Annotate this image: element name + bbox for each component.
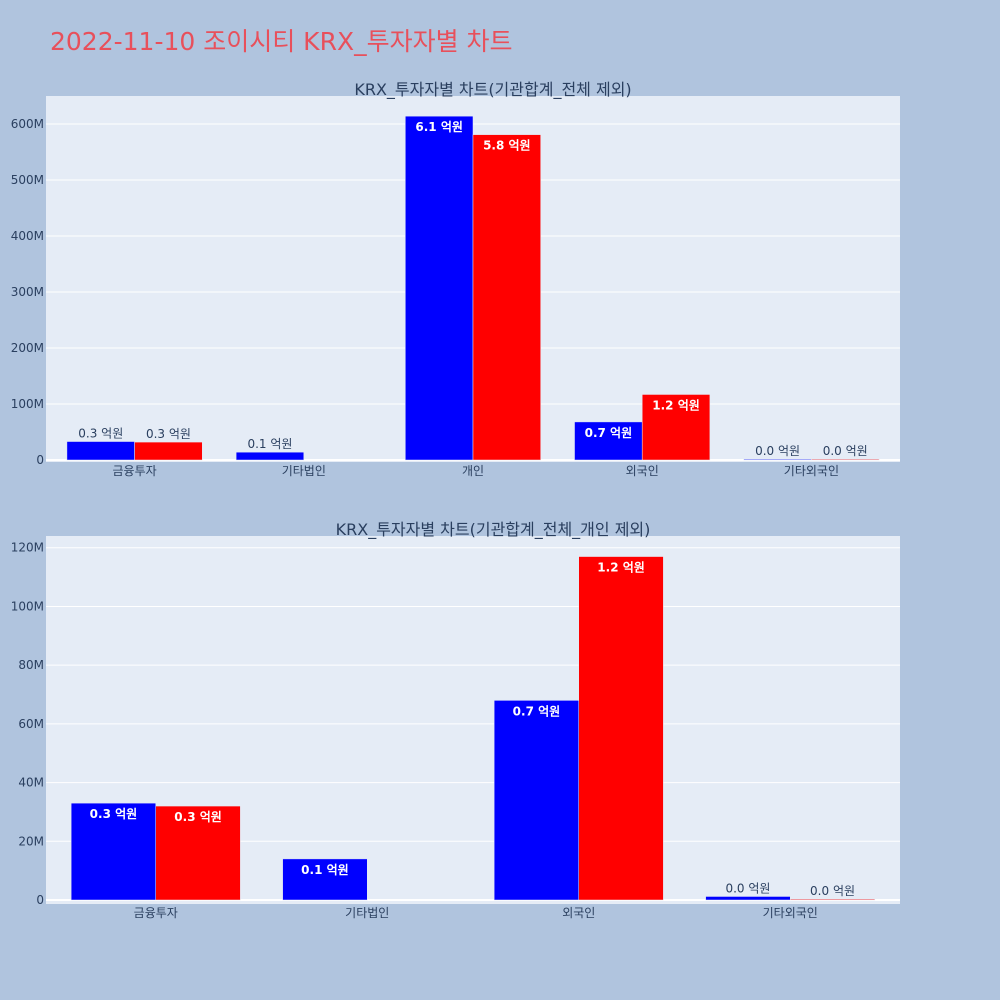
y-tick-label: 0 — [36, 893, 44, 907]
bar — [134, 441, 203, 461]
bar — [472, 134, 541, 461]
x-tick-label: 외국인 — [562, 906, 595, 920]
bar-value-label: 0.0 억원 — [810, 884, 855, 898]
bar-value-label: 0.1 억원 — [301, 863, 349, 877]
y-tick-label: 500M — [11, 173, 44, 187]
bar-value-label: 1.2 억원 — [652, 398, 700, 412]
y-tick-label: 80M — [18, 658, 44, 672]
bar-value-label: 0.1 억원 — [247, 437, 292, 451]
bar — [155, 805, 241, 901]
x-tick-label: 기타법인 — [345, 906, 389, 920]
bar — [405, 115, 474, 461]
bar — [282, 858, 368, 901]
bar-value-label: 0.0 억원 — [823, 444, 868, 458]
bar-value-label: 0.0 억원 — [755, 444, 800, 458]
bar — [811, 458, 880, 461]
bar-value-label: 1.2 억원 — [597, 561, 645, 575]
x-tick-label: 기타법인 — [282, 464, 326, 478]
y-tick-label: 60M — [18, 717, 44, 731]
bar-value-label: 0.0 억원 — [725, 881, 770, 895]
x-tick-label: 금융투자 — [134, 906, 178, 920]
bar-value-label: 6.1 억원 — [415, 120, 463, 134]
x-tick-label: 외국인 — [626, 464, 659, 478]
y-tick-label: 0 — [36, 453, 44, 467]
bar-value-label: 0.3 억원 — [174, 810, 222, 824]
bar — [235, 451, 305, 461]
x-tick-label: 개인 — [462, 464, 484, 478]
chart-bottom: 0 20M 40M 60M 80M 100M 120M KRX_투자자별 차트(기관합계_전체… — [11, 520, 900, 920]
y-tick-label: 100M — [11, 599, 44, 613]
bar-value-label: 5.8 억원 — [483, 139, 531, 153]
page-title: 2022-11-10 조이시티 KRX_투자자별 차트 — [50, 27, 513, 56]
x-tick-label: 기타외국인 — [784, 464, 839, 478]
y-tick-label: 300M — [11, 285, 44, 299]
bar-value-label: 0.3 억원 — [146, 427, 191, 441]
y-tick-label: 120M — [11, 541, 44, 555]
bar — [493, 700, 579, 901]
chart-title: KRX_투자자별 차트(기관합계_전체 제외) — [354, 80, 631, 100]
y-tick-label: 40M — [18, 776, 44, 790]
bar-value-label: 0.7 억원 — [513, 704, 561, 718]
y-tick-label: 100M — [11, 397, 44, 411]
bar — [574, 421, 643, 461]
bar — [641, 394, 711, 461]
bar-value-label: 0.3 억원 — [90, 807, 138, 821]
bar — [70, 802, 156, 901]
bar-value-label: 0.3 억원 — [78, 427, 123, 441]
y-tick-label: 400M — [11, 229, 44, 243]
y-tick-label: 600M — [11, 117, 44, 131]
x-tick-label: 기타외국인 — [763, 906, 818, 920]
bar — [705, 896, 791, 901]
bar — [66, 441, 135, 461]
bar-value-label: 0.7 억원 — [585, 426, 633, 440]
bar — [743, 458, 812, 461]
x-tick-label: 금융투자 — [113, 464, 157, 478]
y-tick-label: 20M — [18, 834, 44, 848]
chart-top: 0 100M 200M 300M 400M 500M 600M KRX_투자자별 차트(기관합… — [11, 80, 900, 478]
y-tick-label: 200M — [11, 341, 44, 355]
bar — [790, 898, 876, 901]
bar — [578, 556, 664, 901]
chart-title: KRX_투자자별 차트(기관합계_전체_개인 제외) — [336, 520, 651, 540]
